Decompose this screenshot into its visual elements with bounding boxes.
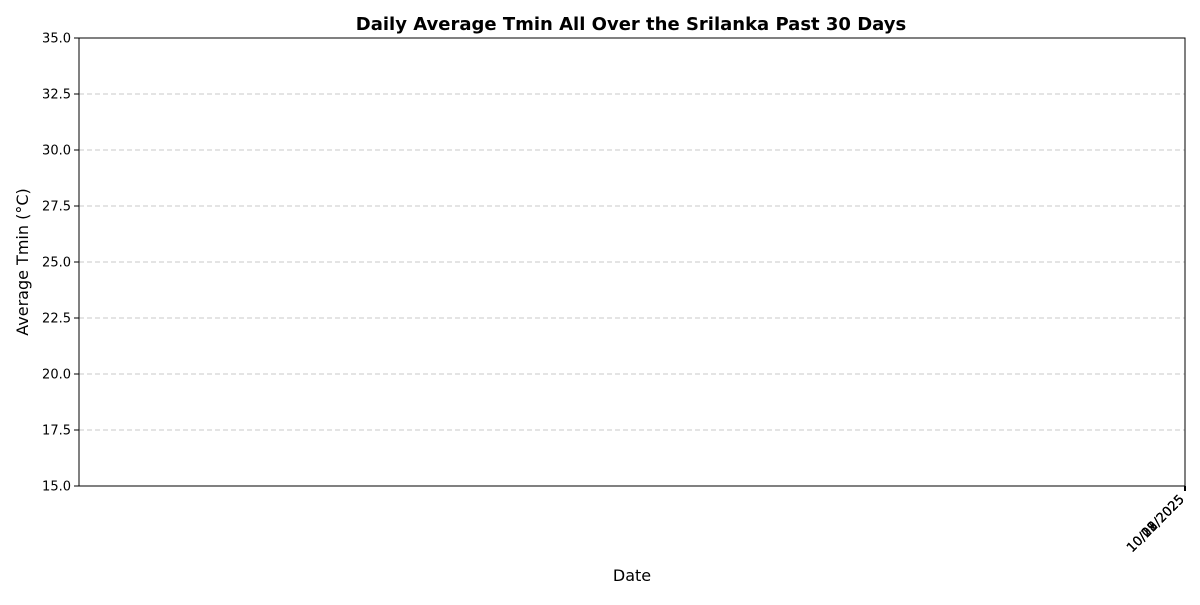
y-tick-label: 15.0 (42, 480, 71, 495)
y-axis-label: Average Tmin (°C) (13, 188, 32, 335)
y-tick-label: 22.5 (42, 312, 71, 327)
y-tick-label: 32.5 (42, 88, 71, 103)
gridlines (79, 93, 1185, 431)
y-axis-ticks: 15.0 17.5 20.0 22.5 25.0 27.5 30.0 32.5 35.0 (42, 32, 79, 495)
chart-title: Daily Average Tmin All Over the Srilanka… (356, 14, 906, 35)
y-tick-label: 20.0 (42, 368, 71, 383)
y-tick-label: 35.0 (42, 32, 71, 47)
y-tick-label: 17.5 (42, 424, 71, 439)
x-tick-label: 10/29/2025 (1124, 492, 1188, 556)
x-axis-label: Date (613, 566, 651, 585)
y-tick-label: 27.5 (42, 200, 71, 215)
y-tick-label: 30.0 (42, 144, 71, 159)
y-tick-label: 25.0 (42, 256, 71, 271)
x-axis-ticks: 10/01/202510/08/202510/15/202510/22/2025… (1124, 486, 1188, 556)
